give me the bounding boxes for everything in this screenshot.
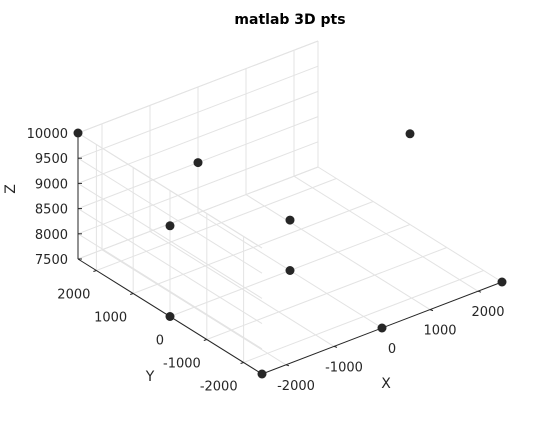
- x-tick-label: -2000: [277, 379, 315, 394]
- x-tick-mark: [333, 345, 338, 348]
- data-point: [285, 266, 295, 275]
- grid-line-floor-y: [243, 270, 484, 363]
- grid-line-back-z: [77, 90, 319, 184]
- pane-edge-floor-back: [77, 166, 319, 260]
- y-tick-label: -2000: [200, 380, 238, 395]
- grid-line-side-z: [77, 233, 263, 350]
- z-tick-label: 8000: [35, 228, 68, 243]
- y-tick-mark: [240, 362, 244, 364]
- grid-line-floor-y: [206, 247, 447, 340]
- pane-edge-top-side: [77, 132, 263, 249]
- grid-line-side-z: [77, 182, 263, 299]
- grid-line-floor-y: [133, 201, 374, 294]
- y-tick-mark: [130, 293, 134, 295]
- data-points: [73, 128, 507, 379]
- data-point: [377, 323, 387, 333]
- data-point: [405, 129, 415, 139]
- x-tick-mark: [477, 290, 482, 293]
- grid: [77, 40, 503, 375]
- z-tick-label: 9000: [35, 177, 68, 192]
- chart-title: matlab 3D pts: [234, 12, 345, 28]
- x-tick-label: 1000: [423, 324, 456, 339]
- y-tick-mark: [93, 270, 97, 272]
- grid-line-floor-y: [96, 178, 337, 271]
- x-tick-mark: [285, 364, 290, 367]
- grid-line-back-z: [77, 65, 319, 159]
- x-tick-label: -1000: [325, 360, 363, 375]
- data-point: [497, 277, 507, 287]
- z-tick-label: 9500: [35, 152, 68, 167]
- grid-line-side-z: [77, 208, 263, 325]
- pane-edge-top-back: [77, 40, 319, 134]
- z-tick-label: 8500: [35, 203, 68, 218]
- x-tick-mark: [429, 309, 434, 312]
- data-point: [193, 158, 203, 168]
- y-tick-label: 0: [156, 334, 164, 349]
- z-tick-label: 7500: [35, 253, 68, 268]
- y-tick-label: -1000: [163, 357, 201, 372]
- tick-labels: -2000 -1000 0 1000 2000 -2000 -1000 0 1000 2000 75…: [27, 127, 505, 395]
- grid-line-back-z: [77, 141, 319, 235]
- grid-line-side-z: [77, 157, 263, 274]
- y-tick-label: 2000: [57, 288, 90, 303]
- pane-edge-floor-right: [317, 166, 503, 283]
- z-axis-label: Z: [3, 184, 19, 194]
- y-tick-mark: [203, 339, 207, 341]
- data-point: [165, 312, 175, 321]
- x-axis-label: X: [381, 376, 391, 392]
- data-point: [285, 215, 295, 225]
- x-tick-label: 2000: [471, 305, 504, 320]
- x-tick-label: 0: [388, 342, 396, 357]
- data-point: [73, 128, 83, 138]
- data-point: [165, 221, 175, 231]
- y-axis-label: Y: [145, 369, 155, 385]
- z-tick-label: 10000: [27, 127, 68, 142]
- data-point: [257, 369, 267, 379]
- y-tick-label: 1000: [94, 311, 127, 326]
